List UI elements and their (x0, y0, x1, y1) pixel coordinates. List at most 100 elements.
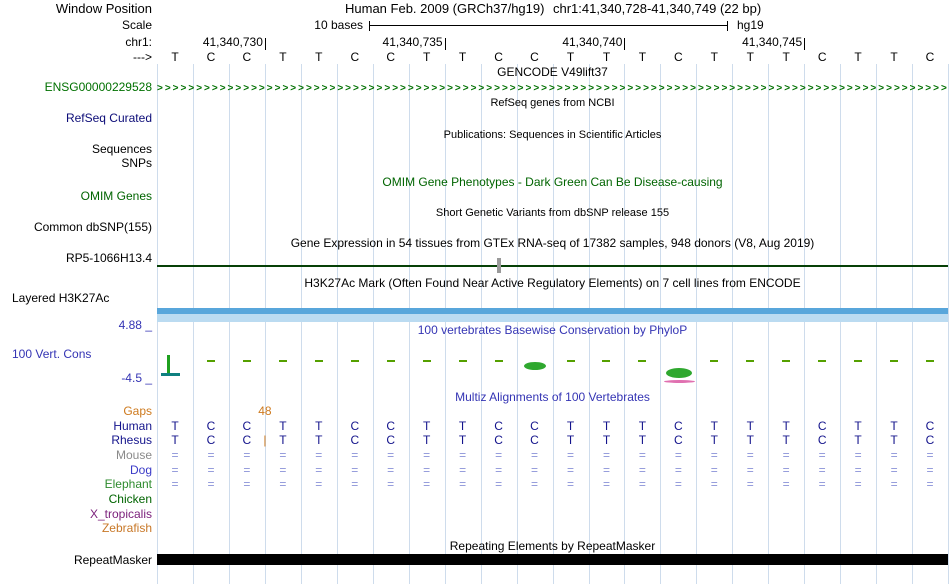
alignment-base: C (674, 419, 683, 433)
alignment-gap-mark: = (207, 477, 215, 491)
alignment-gap-mark: = (423, 477, 431, 491)
grid-line (840, 64, 842, 584)
grid-line (480, 64, 482, 584)
species-label-dog[interactable]: Dog (129, 463, 152, 477)
repeatmasker-track-label[interactable]: RepeatMasker (73, 553, 152, 567)
alignment-base: T (854, 419, 862, 433)
alignment-gap-mark: = (351, 477, 359, 491)
gtex-gene-marker (497, 258, 501, 273)
sequences-track-label[interactable]: Sequences (91, 142, 152, 156)
gencode-transcript-arrows[interactable]: >>>>>>>>>>>>>>>>>>>>>>>>>>>>>>>>>>>>>>>>… (157, 83, 948, 94)
alignment-gap-mark: = (638, 463, 646, 477)
alignment-gap-mark: = (243, 448, 251, 462)
alignment-base: C (925, 433, 935, 447)
grid-line (336, 64, 338, 584)
species-label-rhesus[interactable]: Rhesus (111, 433, 152, 447)
alignment-gap-mark: = (171, 448, 179, 462)
insertion-marker: | (263, 433, 267, 447)
species-label-gaps[interactable]: Gaps (123, 404, 152, 418)
alignment-gap-mark: = (530, 477, 538, 491)
dbsnp-track-title: Short Genetic Variants from dbSNP releas… (435, 207, 670, 219)
alignment-base: C (242, 433, 252, 447)
strand-direction-label: ---> (133, 50, 152, 64)
alignment-gap-mark: = (566, 448, 574, 462)
alignment-gap-mark: = (207, 463, 215, 477)
alignment-gap-mark: = (459, 477, 467, 491)
base-letter: C (242, 50, 252, 64)
conservation-tick (350, 360, 359, 362)
grid-line (408, 64, 410, 584)
base-letter: T (566, 50, 575, 64)
alignment-gap-mark: = (315, 448, 323, 462)
grid-line (264, 64, 266, 584)
gap-size-annotation: 48 (258, 404, 272, 418)
base-letter: C (206, 50, 216, 64)
grid-line (157, 64, 158, 584)
alignment-gap-mark: = (387, 448, 395, 462)
omim-track-title: OMIM Gene Phenotypes - Dark Green Can Be… (382, 175, 723, 189)
repeatmasker-bar[interactable] (157, 554, 948, 565)
base-letter: T (423, 50, 431, 64)
alignment-gap-mark: = (351, 448, 359, 462)
conservation-tick (566, 360, 575, 362)
conservation-tick (746, 360, 755, 362)
grid-line (588, 64, 590, 584)
coordinate-tick (624, 38, 626, 50)
gencode-gene-label[interactable]: ENSG00000229528 (44, 80, 152, 94)
gtex-gene-line[interactable] (157, 265, 948, 267)
coordinate-tick (444, 38, 446, 50)
grid-line (804, 64, 806, 584)
conservation-mark (523, 362, 546, 370)
alignment-gap-mark: = (710, 448, 718, 462)
h3k27ac-signal-bar-bottom[interactable] (157, 314, 948, 322)
alignment-base: T (602, 419, 611, 433)
dbsnp-track-label[interactable]: Common dbSNP(155) (33, 220, 152, 234)
species-label-human[interactable]: Human (113, 419, 152, 433)
species-label-mouse[interactable]: Mouse (115, 448, 152, 462)
alignment-gap-mark: = (674, 448, 682, 462)
conservation-tick (638, 360, 647, 362)
alignment-gap-mark: = (710, 477, 718, 491)
h3k27ac-track-label[interactable]: Layered H3K27Ac (12, 291, 110, 305)
gtex-track-title: Gene Expression in 54 tissues from GTEx … (290, 236, 815, 250)
alignment-gap-mark: = (782, 477, 790, 491)
conservation-tick (422, 360, 431, 362)
phylop-track-title: 100 vertebrates Basewise Conservation by… (417, 323, 688, 337)
alignment-gap-mark: = (710, 463, 718, 477)
alignment-base: C (530, 419, 539, 433)
alignment-base: C (494, 433, 503, 447)
h3k27ac-signal-bar-top[interactable] (157, 308, 948, 314)
alignment-base: T (566, 419, 575, 433)
grid-line (624, 64, 626, 584)
snps-track-label[interactable]: SNPs (121, 156, 152, 170)
alignment-base: C (530, 433, 539, 447)
alignment-gap-mark: = (602, 477, 610, 491)
alignment-base: T (782, 433, 790, 447)
species-label-zebrafish[interactable]: Zebrafish (101, 521, 152, 535)
conservation-tick (854, 360, 863, 362)
conservation-track-label[interactable]: 100 Vert. Cons (12, 347, 92, 361)
alignment-gap-mark: = (459, 448, 467, 462)
alignment-gap-mark: = (566, 463, 574, 477)
alignment-base: C (925, 419, 935, 433)
base-letter: T (315, 50, 323, 64)
conservation-tick (494, 360, 503, 362)
alignment-gap-mark: = (638, 477, 646, 491)
alignment-gap-mark: = (602, 448, 610, 462)
alignment-gap-mark: = (890, 463, 898, 477)
conservation-tick (926, 360, 934, 362)
alignment-gap-mark: = (746, 463, 754, 477)
base-letter: T (854, 50, 862, 64)
alignment-base: T (458, 433, 467, 447)
species-label-elephant[interactable]: Elephant (104, 477, 152, 491)
conservation-mark (160, 373, 180, 376)
alignment-base: T (315, 419, 323, 433)
alignment-base: T (458, 419, 467, 433)
alignment-base: C (206, 419, 216, 433)
omim-genes-label[interactable]: OMIM Genes (80, 189, 152, 203)
species-label-x_tropicalis[interactable]: X_tropicalis (89, 507, 152, 521)
species-label-chicken[interactable]: Chicken (108, 492, 152, 506)
refseq-curated-label[interactable]: RefSeq Curated (65, 111, 152, 125)
gtex-gene-label[interactable]: RP5-1066H13.4 (65, 251, 152, 265)
alignment-gap-mark: = (459, 463, 467, 477)
